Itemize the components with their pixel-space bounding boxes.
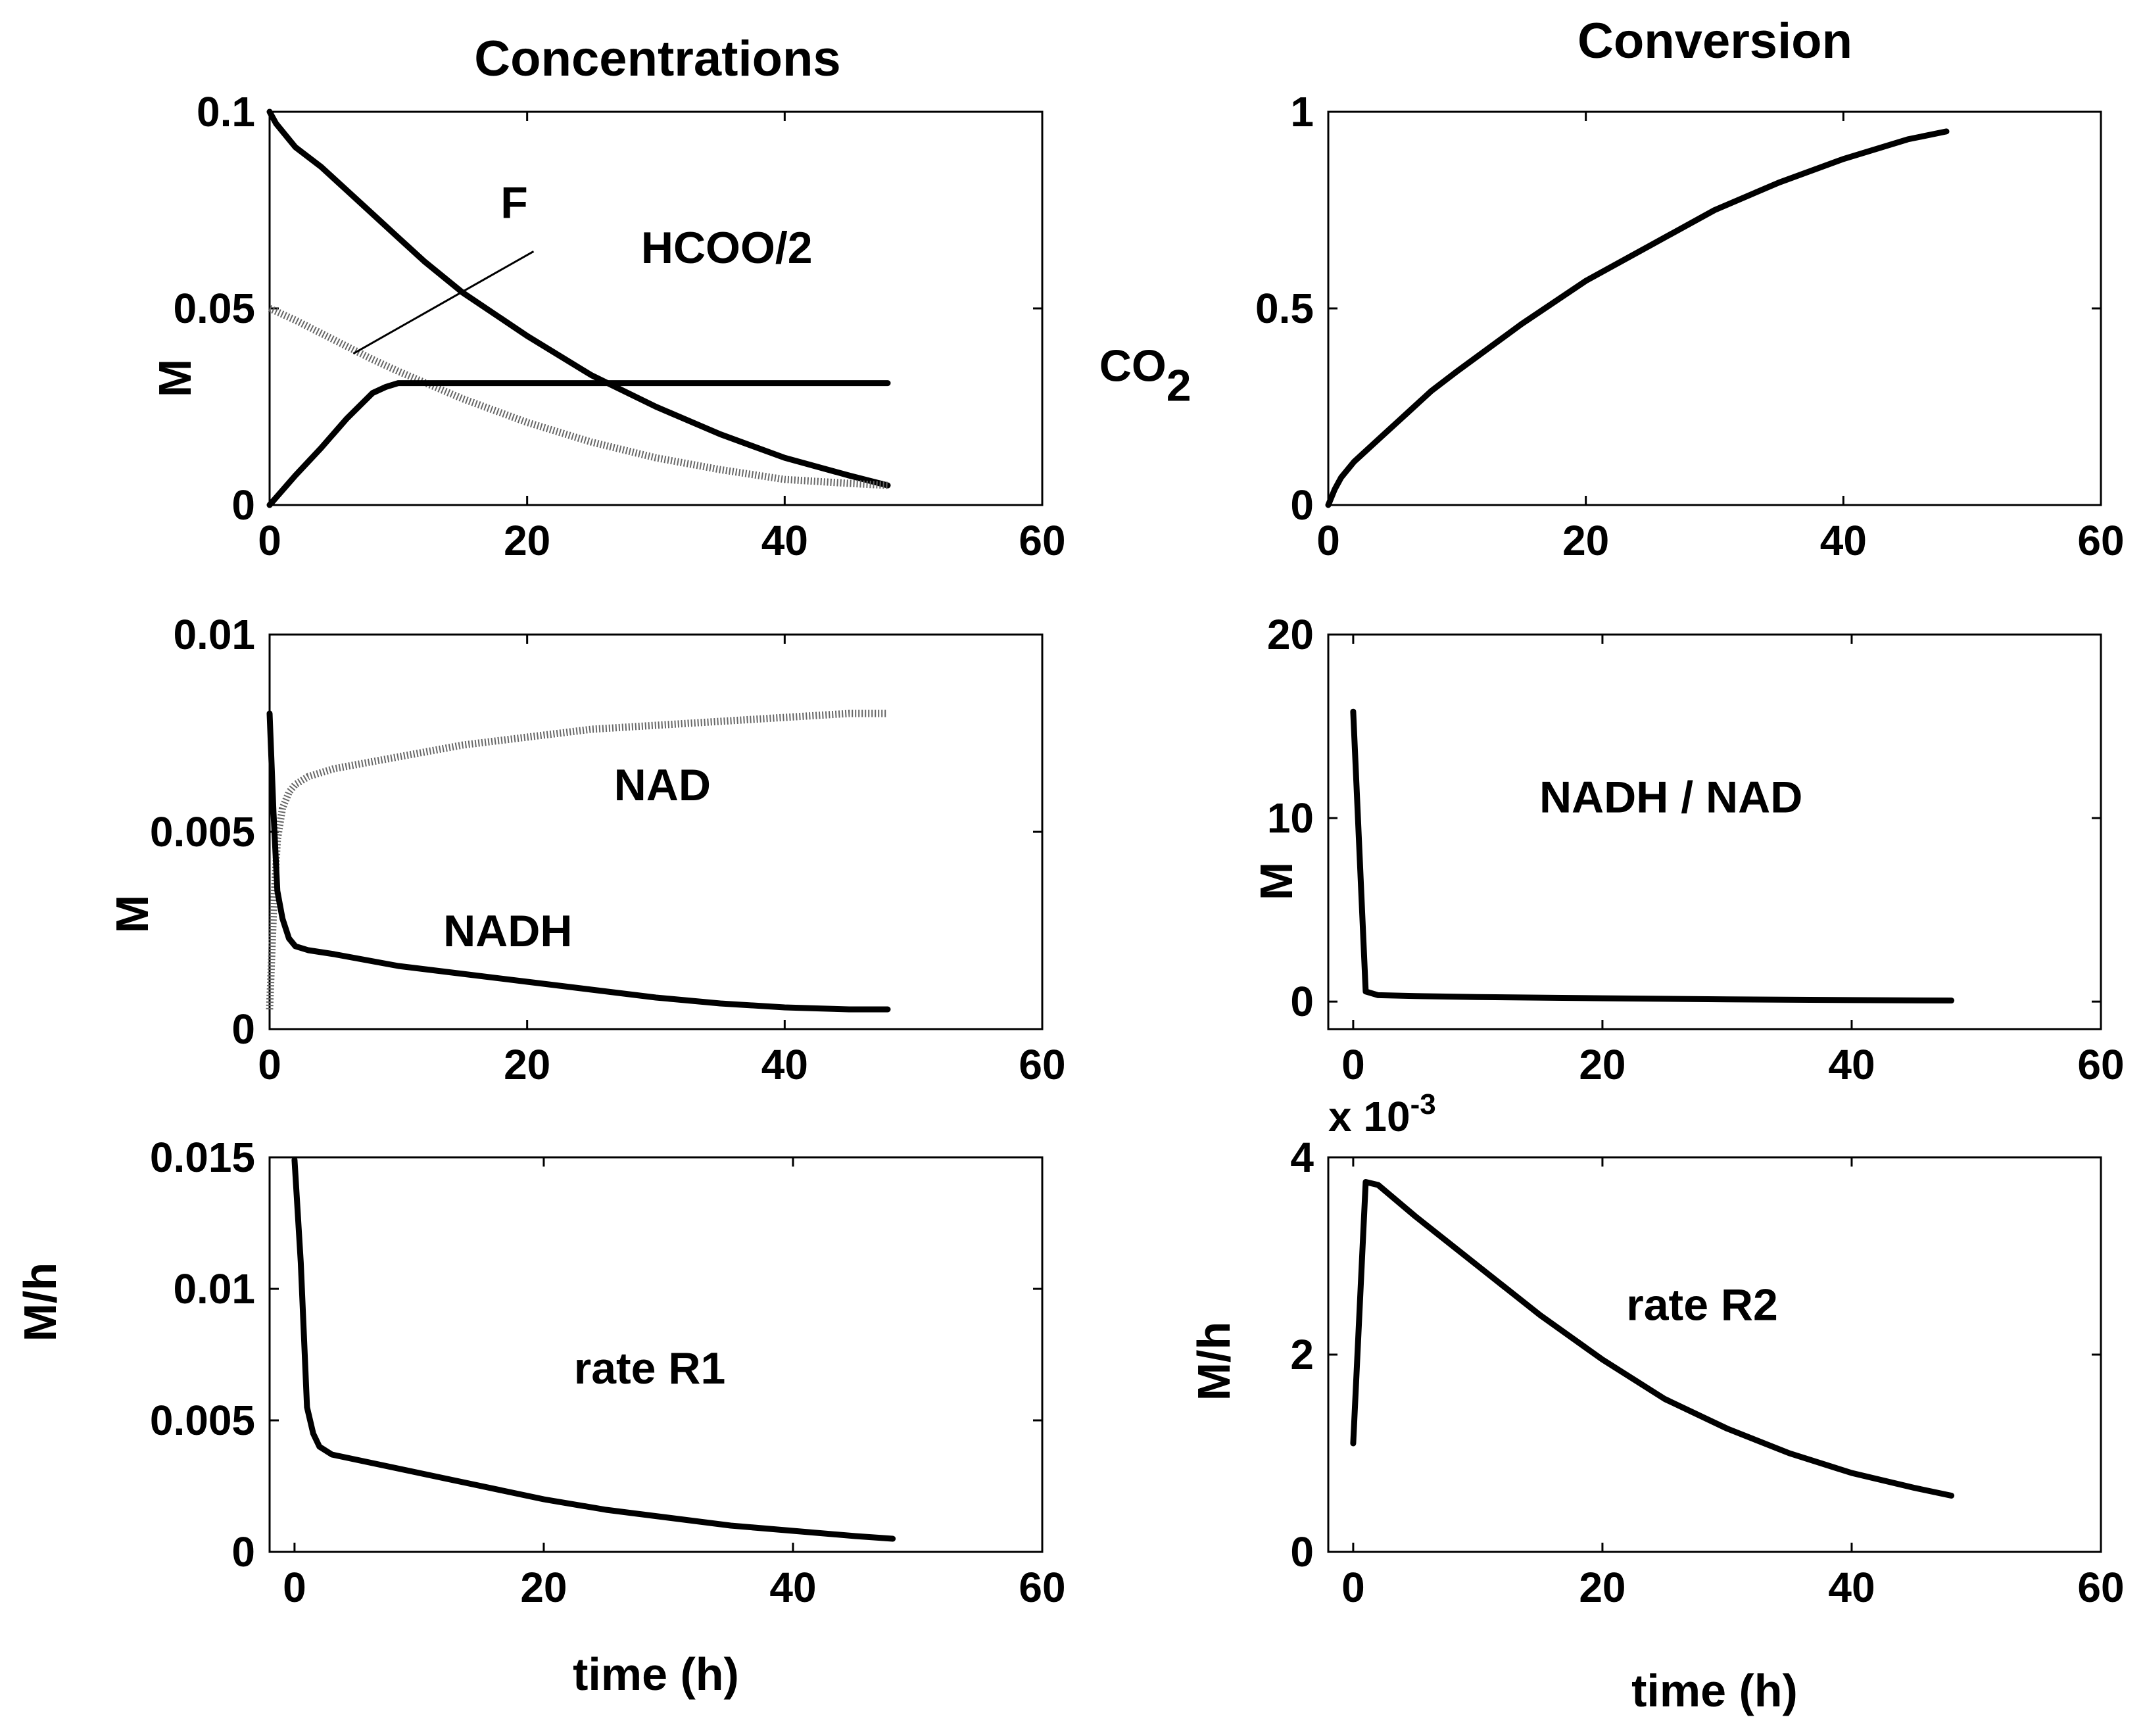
y-tick-label: 0.01 — [173, 1265, 255, 1313]
annotation-subscript: 2 — [1167, 361, 1192, 411]
y-tick-label: 0 — [231, 1528, 255, 1576]
x-tick-label: 60 — [1019, 1564, 1065, 1611]
x-tick-label: 20 — [1579, 1041, 1625, 1088]
series-annotation: rate R2 — [1626, 1280, 1778, 1330]
annotation-leader-line — [352, 250, 535, 355]
y-tick-label: 0.005 — [150, 1397, 255, 1444]
c5-plot-frame — [268, 1156, 1044, 1553]
series-annotation: NADH / NAD — [1539, 773, 1802, 823]
y-tick-label: 1 — [1290, 88, 1314, 135]
x-tick-label: 20 — [520, 1564, 567, 1611]
y-tick-label: 20 — [1267, 611, 1314, 658]
series-annotation: HCOO/2 — [641, 223, 813, 273]
y-axis-label: M — [149, 359, 201, 397]
series-annotation: rate R1 — [574, 1343, 726, 1393]
x-tick-label: 0 — [1316, 517, 1340, 564]
x-tick-label: 0 — [258, 1041, 281, 1088]
series-line-co2 — [266, 380, 891, 508]
c4-plot-frame — [1327, 633, 2102, 1030]
c2-plot-frame — [1327, 110, 2102, 506]
series-line-hcoo-2 — [268, 304, 888, 489]
x-tick-label: 40 — [1828, 1041, 1875, 1088]
series-line-f — [266, 108, 891, 489]
chart-concentrations: 0 20 40 60 0 0.05 0.1 Concentrations M F HCOO/2 CO2 — [149, 31, 1192, 564]
x-tick-label: 40 — [769, 1564, 816, 1611]
y-tick-label: 0.1 — [197, 88, 255, 135]
y-tick-label: 0.5 — [1255, 285, 1314, 332]
x-tick-label: 0 — [1341, 1564, 1365, 1611]
x-tick-label: 20 — [504, 517, 550, 564]
chart-title: Conversion — [1577, 13, 1852, 69]
exponent-power: -3 — [1410, 1088, 1436, 1121]
series-line-rate-r2 — [1350, 1179, 1955, 1499]
series-annotation: CO2 — [1099, 341, 1192, 411]
annotation-text: F — [500, 178, 528, 228]
y-tick-label: 0.01 — [173, 611, 255, 658]
x-axis-label: time (h) — [1631, 1665, 1798, 1716]
chart-title: Concentrations — [474, 31, 840, 87]
series-line-nad — [266, 710, 888, 1010]
series-annotation: NAD — [614, 760, 711, 810]
x-tick-label: 20 — [1562, 517, 1609, 564]
x-tick-label: 40 — [761, 517, 808, 564]
series-line-nadh — [266, 710, 891, 1013]
series-annotation: F — [500, 178, 528, 228]
y-axis-label: M — [107, 895, 158, 933]
y-tick-label: 0 — [231, 1005, 255, 1053]
x-tick-label: 60 — [2077, 1041, 2124, 1088]
exponent-base: x 10 — [1328, 1093, 1410, 1140]
y-axis-label: M/h — [14, 1263, 66, 1342]
series-line-conversion — [1325, 128, 1950, 508]
chart-nadh-nad-ratio: 0 20 40 60 0 10 20 M NADH / NAD — [1251, 611, 2125, 1088]
series-line-rate-r1 — [291, 1157, 896, 1542]
c1-plot-frame — [268, 110, 1044, 506]
y-tick-label: 0 — [1290, 481, 1314, 529]
x-axis-label: time (h) — [573, 1649, 739, 1700]
x-tick-label: 20 — [1579, 1564, 1625, 1611]
chart-rate-r2: 0 20 40 60 0 2 4 M/h time (h) x 10-3 rate R2 — [1188, 1088, 2125, 1716]
annotation-text: rate R1 — [574, 1343, 726, 1393]
annotation-text: HCOO/2 — [641, 223, 813, 273]
annotation-text: NADH / NAD — [1539, 773, 1802, 823]
y-axis-label: M — [1251, 862, 1302, 900]
series-annotation: NADH — [443, 906, 572, 956]
series-line-nadh-nad — [1350, 708, 1955, 1003]
x-tick-label: 0 — [1341, 1041, 1365, 1088]
chart-nad-nadh: 0 20 40 60 0 0.005 0.01 M NAD NADH — [107, 611, 1066, 1088]
y-tick-label: 2 — [1290, 1331, 1314, 1378]
y-axis-label: M/h — [1188, 1322, 1240, 1401]
y-tick-label: 0 — [1290, 978, 1314, 1025]
exponent-label: x 10-3 — [1328, 1088, 1436, 1140]
y-tick-label: 0 — [231, 481, 255, 529]
y-tick-label: 0.05 — [173, 285, 255, 332]
c6-plot-frame — [1327, 1156, 2102, 1553]
x-tick-label: 60 — [2077, 1564, 2124, 1611]
annotation-text: NADH — [443, 906, 572, 956]
x-tick-label: 60 — [1019, 517, 1065, 564]
y-tick-label: 10 — [1267, 794, 1314, 842]
x-tick-label: 20 — [504, 1041, 550, 1088]
chart-conversion: 0 20 40 60 0 0.5 1 Conversion — [1255, 13, 2125, 564]
y-tick-label: 0.005 — [150, 808, 255, 856]
x-tick-label: 0 — [283, 1564, 306, 1611]
x-tick-label: 60 — [2077, 517, 2124, 564]
x-tick-label: 40 — [1820, 517, 1867, 564]
annotation-text: NAD — [614, 760, 711, 810]
x-tick-label: 0 — [258, 517, 281, 564]
y-tick-label: 0.015 — [150, 1134, 255, 1181]
annotation-text: CO — [1099, 341, 1167, 391]
y-tick-label: 0 — [1290, 1528, 1314, 1576]
x-tick-label: 40 — [761, 1041, 808, 1088]
chart-rate-r1: 0 20 40 60 0 0.005 0.01 0.015 M/h time (h) rate R1 — [14, 1134, 1066, 1700]
c3-plot-frame — [268, 633, 1044, 1030]
annotation-text: rate R2 — [1626, 1280, 1778, 1330]
x-tick-label: 40 — [1828, 1564, 1875, 1611]
y-tick-label: 4 — [1290, 1134, 1314, 1181]
x-tick-label: 60 — [1019, 1041, 1065, 1088]
